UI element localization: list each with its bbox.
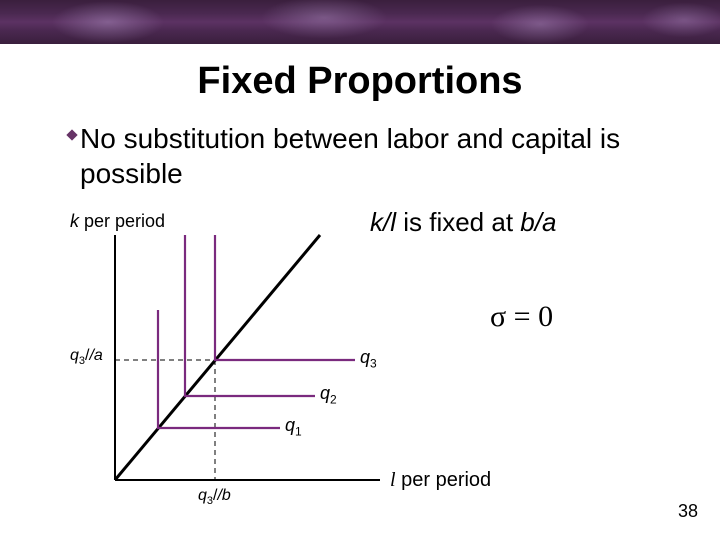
isoquant-q3 [215,235,355,360]
fixed-proportions-chart: k per period k/l is fixed at b/a σ = 0 q… [70,215,650,515]
header-bar [0,0,720,44]
subtitle-block: No substitution between labor and capita… [80,121,660,191]
bullet-icon [66,129,77,140]
isoquant-q1 [158,310,280,428]
ray-line [115,235,320,480]
slide-title: Fixed Proportions [0,60,720,103]
q2-label: q2 [320,383,337,407]
slide-number: 38 [678,501,698,522]
q3-label: q3 [360,347,377,371]
subtitle-text: No substitution between labor and capita… [80,121,660,191]
x-axis-label: l per period [390,469,491,492]
x-tick-label: q3//b [198,487,231,507]
y-tick-label: q3//a [70,347,103,367]
q1-label: q1 [285,415,302,439]
